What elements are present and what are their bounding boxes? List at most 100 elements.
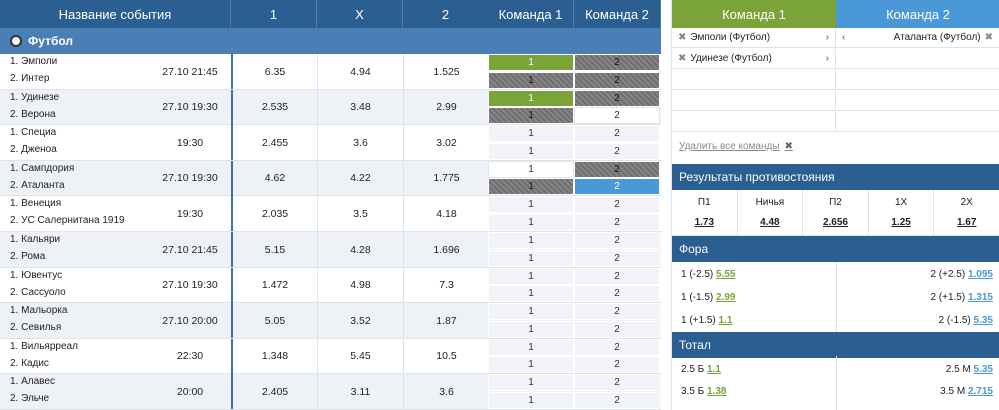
odd-2[interactable]: 7.3 [403, 267, 489, 303]
add-team2-away-button[interactable]: 2 [574, 178, 660, 196]
odd-2[interactable]: 3.02 [403, 125, 489, 161]
team2-tab[interactable]: Команда 2 [836, 0, 999, 28]
result-value[interactable]: 1.67 [956, 217, 977, 228]
odd-2[interactable]: 2.99 [403, 89, 489, 125]
add-team2-away-button[interactable]: 2 [574, 213, 660, 231]
odd-x[interactable]: 3.48 [317, 89, 403, 125]
add-team2-home-button[interactable]: 2 [574, 160, 660, 178]
home-team[interactable]: 1. Кальяри [10, 234, 61, 245]
fora-right-value[interactable]: 1.095 [967, 269, 993, 280]
home-team[interactable]: 1. Венеция [10, 198, 62, 210]
team1-slot[interactable]: ✖ Удинезе (Футбол) › [672, 49, 836, 69]
fora-right-value[interactable]: 5.35 [973, 315, 993, 326]
home-team[interactable]: 1. Сампдория [10, 162, 75, 174]
add-team2-home-button[interactable]: 2 [574, 196, 660, 214]
team1-slot[interactable]: ✖ Эмполи (Футбол) › [672, 28, 836, 48]
odd-1[interactable]: 5.15 [231, 232, 317, 267]
odd-1[interactable]: 2.035 [231, 196, 317, 232]
table-row[interactable]: 1. Кальяри 2. Рома 27.10 21:45 5.15 4.28 1.69… [0, 232, 661, 268]
odd-1[interactable]: 6.35 [231, 54, 317, 89]
away-team[interactable]: 2. Верона [10, 108, 56, 120]
add-team2-away-button[interactable]: 2 [574, 71, 660, 89]
odd-x[interactable]: 4.98 [317, 267, 403, 303]
add-team2-away-button[interactable]: 2 [574, 249, 660, 267]
odd-2[interactable]: 3.6 [403, 374, 489, 410]
odd-2[interactable]: 1.87 [403, 303, 489, 339]
odd-1[interactable]: 2.405 [231, 374, 317, 410]
add-team1-away-button[interactable]: 1 [488, 213, 574, 231]
table-row[interactable]: 1. Алавес 2. Эльче 20:00 2.405 3.11 3.6 1 2 1 2 [0, 374, 661, 410]
odd-2[interactable]: 4.18 [403, 196, 489, 232]
result-value[interactable]: 2.656 [822, 217, 848, 228]
away-team[interactable]: 2. Севилья [10, 322, 62, 334]
home-team[interactable]: 1. Вильярреал [10, 340, 78, 352]
table-row[interactable]: 1. Удинезе 2. Верона 27.10 19:30 2.535 3.48 2… [0, 89, 661, 126]
add-team1-home-button[interactable]: 1 [488, 374, 574, 392]
add-team2-home-button[interactable]: 2 [574, 54, 660, 71]
fora-left-value[interactable]: 2.99 [716, 292, 736, 303]
add-team1-home-button[interactable]: 1 [488, 196, 574, 214]
fora-left-value[interactable]: 1.1 [718, 315, 733, 326]
odd-1[interactable]: 1.472 [231, 267, 317, 303]
home-team[interactable]: 1. Удинезе [10, 91, 60, 103]
add-team1-away-button[interactable]: 1 [488, 356, 574, 374]
add-team1-away-button[interactable]: 1 [488, 391, 574, 409]
fora-right-value[interactable]: 1.315 [967, 292, 993, 303]
result-value[interactable]: 1.73 [694, 217, 715, 228]
chevron-right-icon[interactable]: › [825, 53, 829, 64]
total-left-value[interactable]: 1.1 [707, 364, 721, 375]
away-team[interactable]: 2. УС Салернитана 1919 [10, 215, 125, 227]
add-team2-home-button[interactable]: 2 [574, 89, 660, 107]
add-team1-away-button[interactable]: 1 [488, 249, 574, 267]
add-team2-home-button[interactable]: 2 [574, 125, 660, 143]
add-team1-away-button[interactable]: 1 [488, 107, 574, 125]
add-team1-away-button[interactable]: 1 [488, 142, 574, 160]
odd-1[interactable]: 5.05 [231, 303, 317, 339]
add-team1-home-button[interactable]: 1 [488, 89, 574, 107]
away-team[interactable]: 2. Сассуоло [10, 286, 66, 298]
team2-slot[interactable]: ‹ Аталанта (Футбол) ✖ [836, 28, 999, 48]
odd-x[interactable]: 3.11 [317, 374, 403, 410]
away-team[interactable]: 2. Кадис [10, 357, 49, 369]
add-team1-away-button[interactable]: 1 [488, 178, 574, 196]
add-team1-home-button[interactable]: 1 [488, 160, 574, 178]
table-row[interactable]: 1. Специа 2. Дженоа 19:30 2.455 3.6 3.02 1 2 1 2 [0, 125, 661, 161]
chevron-right-icon[interactable]: › [825, 32, 829, 43]
odd-x[interactable]: 4.22 [317, 160, 403, 196]
home-team[interactable]: 1. Алавес [10, 376, 55, 388]
odd-1[interactable]: 2.535 [231, 89, 317, 125]
odd-2[interactable]: 1.775 [403, 160, 489, 196]
add-team1-away-button[interactable]: 1 [488, 285, 574, 303]
add-team2-away-button[interactable]: 2 [574, 320, 660, 338]
chevron-left-icon[interactable]: ‹ [842, 32, 846, 43]
odd-x[interactable]: 3.52 [317, 303, 403, 339]
result-value[interactable]: 1.25 [891, 217, 911, 228]
add-team1-home-button[interactable]: 1 [488, 267, 574, 285]
add-team2-home-button[interactable]: 2 [574, 338, 660, 356]
away-team[interactable]: 2. Рома [10, 251, 46, 262]
close-icon[interactable]: ✖ [678, 53, 687, 64]
odd-1[interactable]: 4.62 [231, 160, 317, 196]
odd-x[interactable]: 4.94 [317, 54, 403, 89]
home-team[interactable]: 1. Эмполи [10, 56, 58, 67]
add-team2-home-button[interactable]: 2 [574, 374, 660, 392]
odd-2[interactable]: 1.525 [403, 54, 489, 89]
add-team2-home-button[interactable]: 2 [574, 303, 660, 321]
add-team2-home-button[interactable]: 2 [574, 232, 660, 249]
result-value[interactable]: 4.48 [760, 217, 780, 228]
total-right-value[interactable]: 5.35 [973, 364, 993, 375]
add-team2-away-button[interactable]: 2 [574, 356, 660, 374]
odd-1[interactable]: 1.348 [231, 338, 317, 374]
add-team1-home-button[interactable]: 1 [488, 303, 574, 321]
add-team2-away-button[interactable]: 2 [574, 107, 660, 125]
add-team2-away-button[interactable]: 2 [574, 285, 660, 303]
away-team[interactable]: 2. Аталанта [10, 179, 65, 191]
home-team[interactable]: 1. Ювентус [10, 269, 63, 281]
odd-x[interactable]: 3.6 [317, 125, 403, 161]
add-team1-away-button[interactable]: 1 [488, 320, 574, 338]
odd-x[interactable]: 5.45 [317, 338, 403, 374]
table-row[interactable]: 1. Венеция 2. УС Салернитана 1919 19:30 2.0… [0, 196, 661, 232]
add-team2-home-button[interactable]: 2 [574, 267, 660, 285]
table-row[interactable]: 1. Сампдория 2. Аталанта 27.10 19:30 4.62 4.… [0, 160, 661, 197]
table-row[interactable]: 1. Мальорка 2. Севилья 27.10 20:00 5.05 3.52… [0, 303, 661, 339]
